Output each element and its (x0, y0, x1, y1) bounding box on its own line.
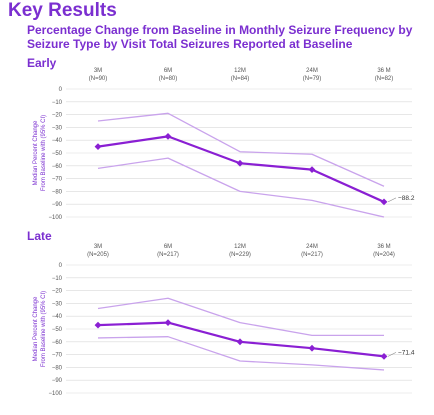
x-tick-n-label: (N=229) (229, 252, 251, 258)
median-point-marker (164, 319, 172, 326)
end-value-label: −88.2 (398, 195, 415, 202)
x-tick-n-label: (N=217) (157, 252, 179, 258)
page-title: Key Results (8, 0, 117, 21)
median-point-marker (308, 166, 316, 174)
x-tick-label: 3M (94, 68, 102, 74)
y-tick-label: −50 (52, 151, 63, 157)
y-axis-title-line2: From Baseline with (95% CI) (41, 291, 47, 367)
y-tick-label: −50 (52, 327, 63, 333)
y-tick-label: −70 (52, 177, 63, 183)
ci-upper-line (97, 112, 385, 187)
end-label-leader (387, 197, 397, 203)
y-axis-title-line1: Median Percent Change (33, 296, 39, 361)
y-tick-label: −30 (52, 301, 63, 307)
x-tick-label: 24M (306, 68, 318, 74)
y-axis-title-line1: Median Percent Change (33, 120, 39, 185)
y-tick-label: −90 (52, 378, 63, 384)
median-point-marker (380, 198, 388, 206)
ci-lower-line (97, 157, 385, 218)
y-axis-title-line2: From Baseline with (95% CI) (41, 115, 47, 191)
y-tick-label: −60 (52, 164, 63, 170)
y-tick-label: −20 (52, 289, 63, 295)
y-tick-label: −80 (52, 189, 63, 195)
x-tick-n-label: (N=90) (89, 76, 108, 82)
x-tick-label: 36 M (377, 244, 390, 250)
x-tick-n-label: (N=84) (231, 76, 250, 82)
median-point-marker (236, 159, 244, 167)
y-tick-label: −100 (48, 215, 62, 221)
y-tick-label: −10 (52, 100, 63, 106)
section-label-late: Late (27, 229, 52, 243)
chart-subtitle: Percentage Change from Baseline in Month… (27, 23, 413, 51)
x-tick-n-label: (N=204) (373, 252, 395, 258)
median-point-marker (94, 321, 102, 329)
x-tick-label: 24M (306, 244, 318, 250)
median-point-marker (380, 352, 388, 360)
x-tick-label: 6M (164, 68, 172, 74)
median-point-marker (94, 143, 102, 150)
y-tick-label: 0 (59, 87, 63, 93)
x-tick-label: 3M (94, 244, 102, 250)
x-tick-label: 36 M (377, 68, 390, 74)
x-tick-n-label: (N=205) (87, 252, 109, 258)
y-tick-label: −80 (52, 365, 63, 371)
y-tick-label: −20 (52, 113, 63, 119)
x-tick-n-label: (N=79) (303, 76, 322, 82)
median-point-marker (308, 344, 316, 352)
x-tick-label: 6M (164, 244, 172, 250)
y-tick-label: −70 (52, 353, 63, 359)
chart-early: 3M (N=90) 6M (N=80) 12M (N=84) 24M (N=79) 36 M (N… (33, 68, 415, 221)
ci-lower-line (97, 336, 385, 371)
section-label-early: Early (27, 56, 57, 70)
chart-late: 3M (N=205) 6M (N=217) 12M (N=229) 24M (N=217) 36… (33, 244, 415, 397)
y-tick-label: −30 (52, 125, 63, 131)
x-tick-n-label: (N=217) (301, 252, 323, 258)
y-tick-label: −40 (52, 314, 63, 320)
x-tick-label: 12M (234, 68, 246, 74)
y-tick-label: −90 (52, 202, 63, 208)
x-tick-n-label: (N=82) (375, 76, 394, 82)
x-tick-n-label: (N=80) (159, 76, 178, 82)
end-label-leader (387, 352, 397, 357)
median-point-marker (164, 132, 172, 140)
median-point-marker (236, 338, 244, 346)
end-value-label: −71.4 (398, 349, 415, 356)
ci-upper-line (97, 297, 384, 337)
x-tick-label: 12M (234, 244, 246, 250)
y-tick-label: 0 (59, 263, 63, 269)
y-tick-label: −40 (52, 138, 63, 144)
y-tick-label: −100 (48, 391, 62, 397)
y-tick-label: −10 (52, 276, 63, 282)
y-tick-label: −60 (52, 340, 63, 346)
